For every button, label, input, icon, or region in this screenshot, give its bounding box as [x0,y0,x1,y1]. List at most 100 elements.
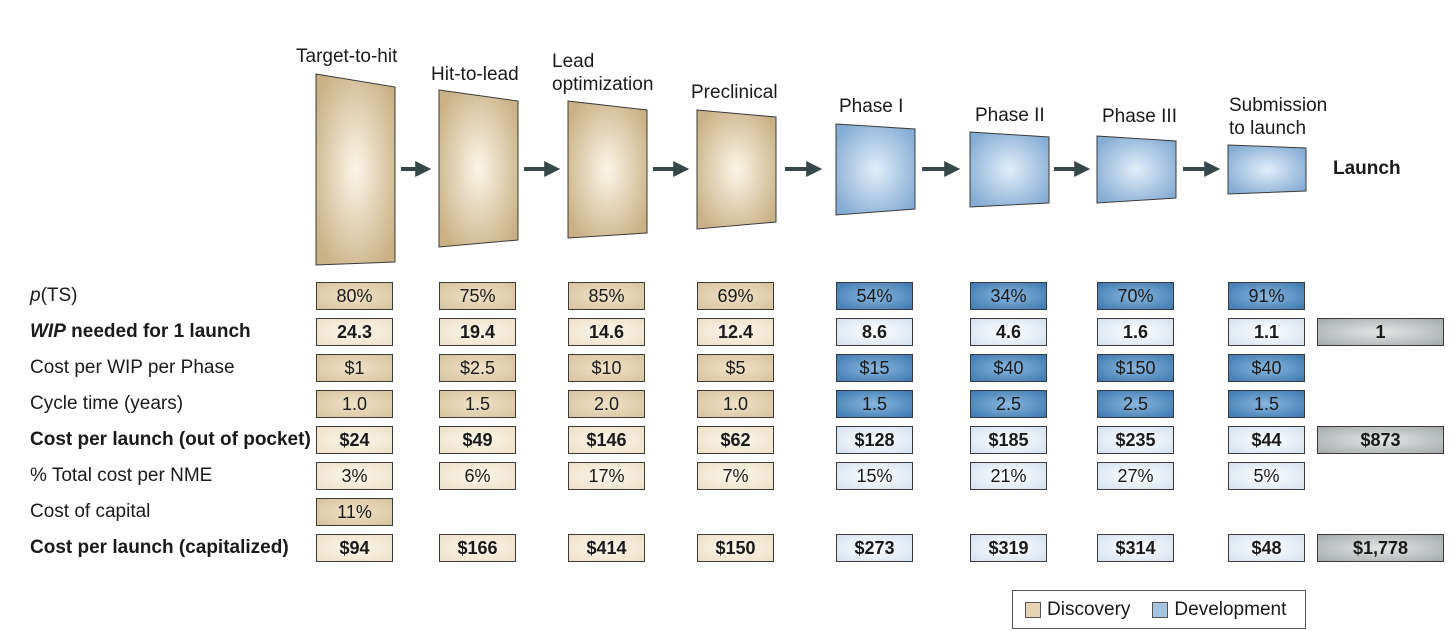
legend-swatch-development [1152,601,1169,618]
table-cell: 11% [316,498,393,526]
table-cell: 1.0 [316,390,393,418]
row-label-7: Cost per launch (capitalized) [30,533,289,563]
table-cell: 15% [836,462,913,490]
table-cell: $2.5 [439,354,516,382]
stage-label-hit-to-lead: Hit-to-lead [431,64,519,85]
stage-shape-7 [1227,144,1307,195]
table-cell: $185 [970,426,1047,454]
row-label-4: Cost per launch (out of pocket) [30,425,311,455]
stage-shape-0 [315,73,396,266]
row-label-text-1: needed for 1 launch [65,321,251,342]
stage-shape-5 [969,131,1050,208]
table-cell: 6% [439,462,516,490]
stage-shape-4 [835,123,916,216]
row-label-text-2: Cost per WIP per Phase [30,357,235,378]
table-cell: $5 [697,354,774,382]
table-cell: $150 [1097,354,1174,382]
table-cell: 1.5 [1228,390,1305,418]
table-total-cell: 1 [1317,318,1444,346]
table-cell: 91% [1228,282,1305,310]
table-cell: $1 [316,354,393,382]
table-cell: 17% [568,462,645,490]
table-cell: 14.6 [568,318,645,346]
table-cell: 75% [439,282,516,310]
stage-shape-2 [567,100,648,239]
table-cell: 4.6 [970,318,1047,346]
table-cell: 8.6 [836,318,913,346]
table-cell: $319 [970,534,1047,562]
stage-shape-6 [1096,135,1177,204]
table-cell: 34% [970,282,1047,310]
table-cell: 5% [1228,462,1305,490]
stage-label-lead-optimization: Lead optimization [552,51,654,95]
row-label-6: Cost of capital [30,497,150,527]
table-cell: 2.0 [568,390,645,418]
table-cell: $146 [568,426,645,454]
row-label-text-6: Cost of capital [30,501,151,522]
table-cell: 7% [697,462,774,490]
pipeline-diagram [315,73,1307,266]
table-cell: 2.5 [1097,390,1174,418]
table-cell: $40 [1228,354,1305,382]
table-cell: 1.1 [1228,318,1305,346]
stage-label-target-to-hit: Target-to-hit [296,46,398,67]
table-cell: 12.4 [697,318,774,346]
table-cell: $166 [439,534,516,562]
legend-swatch-discovery [1025,601,1041,618]
table-cell: 1.5 [439,390,516,418]
table-cell: $414 [568,534,645,562]
table-cell: $44 [1228,426,1305,454]
table-cell: 1.0 [697,390,774,418]
stage-label-preclinical: Preclinical [691,82,778,103]
table-cell: $235 [1097,426,1174,454]
row-label-0: p(TS) [30,281,78,311]
row-label-5: % Total cost per NME [30,461,212,491]
table-cell: $48 [1228,534,1305,562]
legend-label-development: Development [1174,598,1287,620]
table-total-cell: $1,778 [1317,534,1444,562]
table-cell: $10 [568,354,645,382]
legend-item-discovery: Discovery [1025,599,1130,621]
stage-shape-3 [696,109,777,230]
row-label-1: WIP needed for 1 launch [30,317,251,347]
stage-label-phase-1: Phase I [839,96,904,117]
stage-label-submission-to-launch: Submission to launch [1229,95,1328,139]
table-cell: 70% [1097,282,1174,310]
row-label-text-7: Cost per launch (capitalized) [30,537,289,558]
table-cell: 27% [1097,462,1174,490]
legend: Discovery Development [1012,590,1306,629]
row-label-3: Cycle time (years) [30,389,183,419]
table-cell: 2.5 [970,390,1047,418]
launch-label: Launch [1333,158,1401,179]
row-label-text-3: Cycle time (years) [30,393,184,414]
row-label-italic-1: WIP [30,321,66,342]
table-cell: $273 [836,534,913,562]
table-cell: 3% [316,462,393,490]
row-label-text-0: (TS) [40,285,78,306]
table-cell: 24.3 [316,318,393,346]
stage-label-phase-3: Phase III [1102,106,1177,127]
row-label-text-4: Cost per launch (out of pocket) [30,429,311,450]
table-cell: $94 [316,534,393,562]
table-cell: $128 [836,426,913,454]
legend-label-discovery: Discovery [1047,598,1131,620]
table-cell: 19.4 [439,318,516,346]
table-cell: $15 [836,354,913,382]
table-cell: 80% [316,282,393,310]
table-cell: $314 [1097,534,1174,562]
stage-shape-1 [438,89,519,248]
table-cell: 54% [836,282,913,310]
table-cell: 85% [568,282,645,310]
row-label-text-5: % Total cost per NME [30,465,213,486]
table-cell: $49 [439,426,516,454]
table-cell: $150 [697,534,774,562]
table-cell: $62 [697,426,774,454]
table-cell: $40 [970,354,1047,382]
legend-item-development: Development [1152,599,1286,621]
row-label-2: Cost per WIP per Phase [30,353,235,383]
table-cell: $24 [316,426,393,454]
table-cell: 1.5 [836,390,913,418]
table-cell: 69% [697,282,774,310]
table-cell: 1.6 [1097,318,1174,346]
row-label-italic-0: p [30,285,41,306]
